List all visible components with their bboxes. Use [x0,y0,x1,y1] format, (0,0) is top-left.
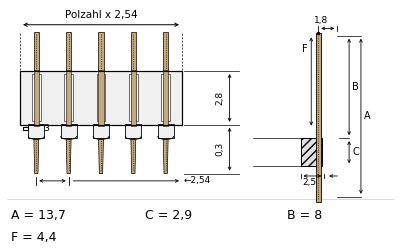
Polygon shape [130,125,136,174]
Polygon shape [98,32,104,71]
Text: 2,5: 2,5 [302,178,317,188]
Text: F = 4,4: F = 4,4 [11,231,56,244]
Polygon shape [34,32,39,71]
Bar [93,124,109,138]
Bar [32,74,41,121]
Polygon shape [66,125,72,174]
Bar [130,70,136,126]
Bar [34,70,39,126]
Bar [300,138,322,166]
Bar [97,74,105,121]
Bar [161,74,170,121]
Bar [163,70,168,126]
Text: C = 2,9: C = 2,9 [145,209,192,222]
Bar [129,74,138,121]
Polygon shape [34,125,39,174]
Text: F: F [302,44,307,54]
Text: C: C [352,147,359,157]
Bar [20,71,182,125]
Text: ←2,54: ←2,54 [184,176,211,185]
Bar [20,71,182,125]
Polygon shape [163,32,168,71]
Bar [126,124,141,138]
Text: B = 8: B = 8 [287,209,322,222]
Text: A = 13,7: A = 13,7 [11,209,66,222]
Polygon shape [130,32,136,71]
Text: B: B [352,82,359,92]
Text: 0,3: 0,3 [215,142,224,156]
Text: A: A [364,111,371,121]
Text: 2,8: 2,8 [215,91,224,105]
Bar [23,127,28,130]
Bar [61,124,76,138]
Text: 1,8: 1,8 [314,16,329,25]
Bar [158,124,174,138]
Text: 0,63: 0,63 [30,124,50,133]
Bar [316,33,321,202]
Polygon shape [98,125,104,174]
Bar [64,74,73,121]
Polygon shape [163,125,168,174]
Bar [28,124,44,138]
Bar [66,70,72,126]
Bar [98,70,104,126]
Polygon shape [66,32,72,71]
Text: Polzahl x 2,54: Polzahl x 2,54 [65,10,137,20]
